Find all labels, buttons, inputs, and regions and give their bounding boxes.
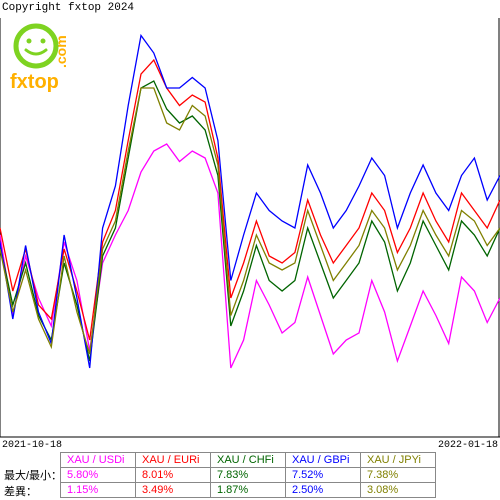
legend-label: XAU / EURi <box>136 453 211 468</box>
legend-diff: 3.49% <box>136 483 211 498</box>
date-end: 2022-01-18 <box>438 440 498 451</box>
label-diff: 差異： <box>4 484 62 500</box>
series-xau---gbpi <box>0 36 500 369</box>
legend-max: 7.83% <box>211 468 286 483</box>
legend-max: 7.52% <box>286 468 361 483</box>
legend-table: XAU / USDiXAU / EURiXAU / CHFiXAU / GBPi… <box>60 452 436 498</box>
legend-label: XAU / JPYi <box>361 453 436 468</box>
series-xau---jpyi <box>0 88 500 354</box>
legend-diff: 1.87% <box>211 483 286 498</box>
date-start: 2021-10-18 <box>2 440 62 451</box>
legend-diff: 3.08% <box>361 483 436 498</box>
series-xau---chfi <box>0 81 500 361</box>
legend-row-labels: 最大/最小： 差異： <box>4 468 62 500</box>
legend-diff: 1.15% <box>61 483 136 498</box>
price-chart <box>0 18 500 438</box>
legend-label: XAU / USDi <box>61 453 136 468</box>
legend-label: XAU / GBPi <box>286 453 361 468</box>
legend-max: 7.38% <box>361 468 436 483</box>
legend-label: XAU / CHFi <box>211 453 286 468</box>
copyright-text: Copyright fxtop 2024 <box>2 2 134 14</box>
legend-max: 5.80% <box>61 468 136 483</box>
label-maxmin: 最大/最小： <box>4 468 62 484</box>
legend-diff: 2.50% <box>286 483 361 498</box>
legend-max: 8.01% <box>136 468 211 483</box>
